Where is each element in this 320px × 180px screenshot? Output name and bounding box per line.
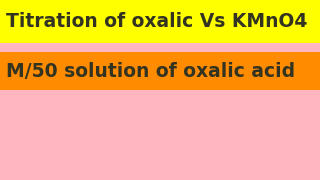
Text: Titration of oxalic Vs KMnO4: Titration of oxalic Vs KMnO4 — [6, 12, 308, 31]
FancyBboxPatch shape — [0, 52, 320, 90]
FancyBboxPatch shape — [0, 0, 320, 43]
Text: M/50 solution of oxalic acid: M/50 solution of oxalic acid — [6, 62, 296, 81]
